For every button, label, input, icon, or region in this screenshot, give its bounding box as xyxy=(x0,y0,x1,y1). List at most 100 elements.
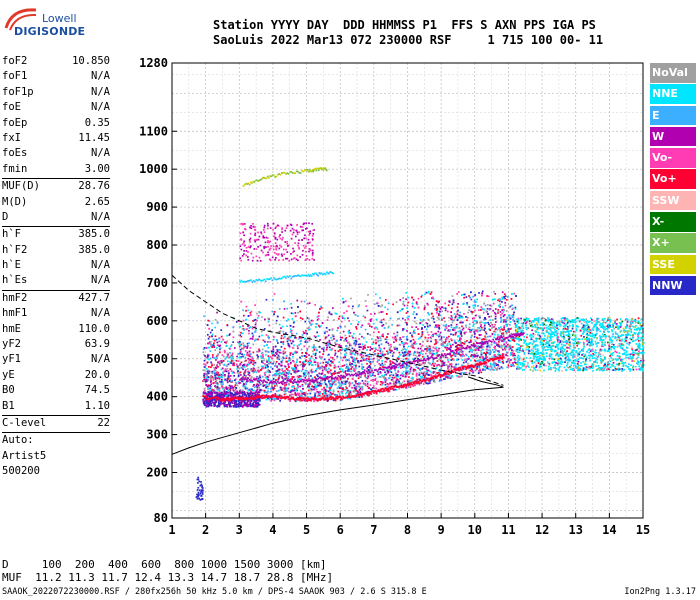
echo-point xyxy=(466,358,469,360)
echo-point xyxy=(360,375,362,378)
echo-point xyxy=(339,336,342,339)
echo-point xyxy=(438,369,440,372)
echo-point xyxy=(362,315,365,318)
echo-point xyxy=(447,304,450,307)
echo-point xyxy=(459,346,461,349)
echo-point xyxy=(347,359,349,361)
param-separator xyxy=(2,414,110,416)
echo-point xyxy=(206,374,208,377)
echo-point xyxy=(336,329,339,332)
echo-point xyxy=(325,363,327,366)
echo-point xyxy=(321,379,324,381)
echo-point xyxy=(267,365,269,368)
echo-point xyxy=(502,296,504,299)
echo-point xyxy=(275,398,277,401)
echo-point xyxy=(386,338,388,341)
echo-point xyxy=(345,391,348,394)
echo-point xyxy=(221,354,224,357)
echo-point xyxy=(203,369,206,372)
echo-point xyxy=(457,363,460,366)
echo-point xyxy=(219,364,221,367)
echo-point xyxy=(345,352,348,354)
echo-point xyxy=(211,335,213,338)
echo-point xyxy=(340,326,342,329)
echo-point xyxy=(269,379,272,382)
echo-point xyxy=(414,364,417,367)
echo-point xyxy=(301,354,304,357)
echo-point xyxy=(241,380,243,383)
echo-point xyxy=(218,388,220,391)
echo-point xyxy=(511,348,513,351)
echo-point xyxy=(314,376,316,379)
echo-point xyxy=(331,347,334,350)
echo-point xyxy=(496,344,498,346)
echo-point xyxy=(389,362,392,365)
echo-point xyxy=(360,353,363,356)
echo-point xyxy=(512,313,515,316)
echo-point xyxy=(465,361,467,363)
echo-point xyxy=(244,350,247,352)
echo-point xyxy=(421,376,424,378)
echo-point xyxy=(304,400,306,402)
echo-point xyxy=(397,366,400,369)
echo-point xyxy=(355,340,358,343)
echo-point xyxy=(307,371,310,374)
echo-point xyxy=(443,336,445,338)
echo-point xyxy=(328,341,330,344)
echo-point xyxy=(348,335,351,338)
echo-point xyxy=(260,352,263,355)
echo-point xyxy=(474,354,477,357)
echo-point xyxy=(438,324,441,327)
echo-point xyxy=(403,328,406,331)
echo-point xyxy=(348,329,351,332)
echo-point xyxy=(329,369,332,372)
echo-point xyxy=(265,359,268,362)
echo-point xyxy=(452,359,455,361)
echo-point xyxy=(409,386,412,388)
echo-point xyxy=(247,354,250,357)
echo-point xyxy=(297,370,300,372)
echo-point xyxy=(473,300,476,303)
echo-point xyxy=(511,353,513,356)
param-row: foE N/A xyxy=(2,100,110,115)
echo-point xyxy=(256,354,259,356)
echo-point xyxy=(421,294,423,297)
echo-point xyxy=(338,344,341,346)
echo-point xyxy=(458,327,461,329)
echo-point xyxy=(265,386,267,389)
echo-point xyxy=(416,303,419,306)
echo-point xyxy=(354,369,357,371)
echo-point xyxy=(428,351,431,354)
echo-point xyxy=(502,353,505,356)
echo-point xyxy=(276,356,279,359)
echo-point xyxy=(228,356,230,359)
echo-point xyxy=(358,348,361,351)
echo-point xyxy=(399,343,401,346)
echo-point xyxy=(376,328,379,330)
echo-point xyxy=(329,342,331,345)
echo-point xyxy=(275,374,278,377)
logo-arc-icon xyxy=(4,8,37,31)
echo-point xyxy=(250,377,252,380)
echo-point xyxy=(311,364,313,366)
echo-point xyxy=(403,355,406,357)
echo-point xyxy=(475,347,478,349)
echo-point xyxy=(275,319,278,322)
echo-point xyxy=(448,373,451,376)
echo-point xyxy=(489,349,492,351)
param-row: B0 74.5 xyxy=(2,383,110,398)
echo-point xyxy=(368,323,371,326)
echo-point xyxy=(444,338,447,341)
echo-point xyxy=(472,295,474,298)
echo-point xyxy=(396,360,398,363)
echo-point xyxy=(386,369,389,371)
echo-point xyxy=(346,365,348,368)
echo-point xyxy=(264,384,266,387)
echo-point xyxy=(240,343,243,346)
echo-point xyxy=(481,356,484,359)
echo-point xyxy=(420,363,423,366)
echo-point xyxy=(386,308,389,311)
echo-point xyxy=(422,383,425,385)
echo-point xyxy=(481,343,484,346)
echo-point xyxy=(482,365,485,367)
